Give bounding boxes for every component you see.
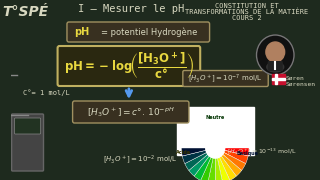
FancyBboxPatch shape (58, 46, 200, 86)
Text: = potentiel Hydrogène: = potentiel Hydrogène (101, 27, 198, 37)
Wedge shape (208, 148, 215, 180)
Wedge shape (181, 148, 215, 156)
Text: $[H_3O^+] = 10^{-13}\ \mathrm{mol/L}$: $[H_3O^+] = 10^{-13}\ \mathrm{mol/L}$ (227, 147, 297, 157)
Circle shape (257, 35, 294, 75)
Text: $[H_3O^+] = c°.\,10^{-pH}$: $[H_3O^+] = c°.\,10^{-pH}$ (87, 105, 175, 119)
Text: Søren: Søren (285, 75, 304, 80)
Ellipse shape (267, 62, 284, 72)
FancyBboxPatch shape (12, 114, 44, 171)
Wedge shape (215, 148, 242, 176)
Text: Acide: Acide (176, 150, 191, 156)
Wedge shape (215, 148, 223, 180)
Text: $[H_3O^+] = 10^{-7}\ \mathrm{mol/L}$: $[H_3O^+] = 10^{-7}\ \mathrm{mol/L}$ (188, 72, 263, 85)
Wedge shape (215, 148, 246, 170)
Wedge shape (185, 148, 215, 170)
Wedge shape (182, 148, 215, 164)
Circle shape (266, 42, 285, 62)
Text: Neutre: Neutre (205, 114, 225, 120)
Text: pH: pH (74, 27, 90, 37)
Wedge shape (201, 148, 215, 180)
Bar (177, 107, 254, 155)
Wedge shape (215, 148, 249, 156)
Wedge shape (215, 148, 248, 164)
FancyBboxPatch shape (14, 118, 41, 134)
FancyBboxPatch shape (268, 61, 283, 71)
Bar (275, 74, 277, 84)
Text: $[H_3O^+] = 10^{-2}\ \mathrm{mol/L}$: $[H_3O^+] = 10^{-2}\ \mathrm{mol/L}$ (103, 154, 178, 166)
Text: I – Mesurer le pH: I – Mesurer le pH (78, 4, 184, 14)
Bar (271, 78, 285, 80)
Bar (271, 74, 285, 84)
Text: Sørensen: Sørensen (285, 82, 316, 87)
Text: T°SPÉ: T°SPÉ (3, 5, 49, 19)
Text: TRANSFORMATIONS DE LA MATIÈRE: TRANSFORMATIONS DE LA MATIÈRE (186, 9, 309, 15)
Wedge shape (189, 148, 215, 176)
FancyArrowPatch shape (126, 89, 132, 96)
FancyBboxPatch shape (183, 71, 268, 87)
Circle shape (206, 138, 225, 158)
Wedge shape (215, 148, 236, 180)
Text: COURS 2: COURS 2 (232, 15, 262, 21)
Wedge shape (194, 148, 215, 180)
Text: CONSTITUTION ET: CONSTITUTION ET (215, 3, 279, 9)
Text: C°= 1 mol/L: C°= 1 mol/L (23, 90, 70, 96)
Text: $\mathbf{pH = -log\!\left(\dfrac{[H_3O^+]}{c°}\right)}$: $\mathbf{pH = -log\!\left(\dfrac{[H_3O^+… (64, 50, 194, 82)
FancyBboxPatch shape (73, 101, 189, 123)
Text: Basique: Basique (236, 150, 258, 156)
FancyBboxPatch shape (67, 22, 210, 42)
Wedge shape (215, 148, 230, 180)
